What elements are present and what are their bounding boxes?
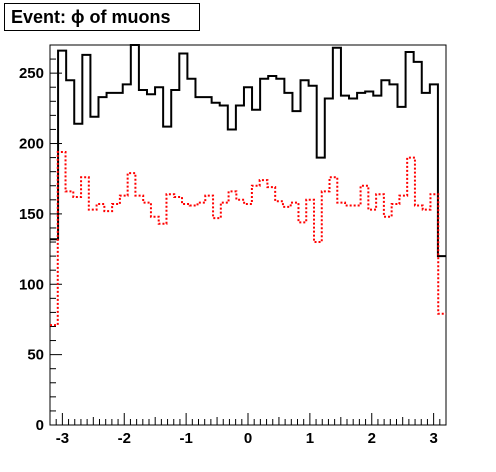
x-tick-label: -2 — [118, 430, 131, 447]
plot-frame — [49, 44, 447, 426]
series-1-histogram — [50, 150, 446, 327]
x-tick-label: -1 — [179, 430, 192, 447]
y-tick-label: 50 — [27, 347, 44, 364]
y-tick-label: 200 — [19, 136, 44, 153]
y-tick-label: 0 — [36, 417, 44, 434]
x-tick-label: 2 — [368, 430, 376, 447]
y-tick-label: 150 — [19, 206, 44, 223]
x-tick-label: 0 — [244, 430, 252, 447]
series-0-histogram — [50, 44, 446, 258]
chart-title: Event: ϕ of muons — [4, 3, 200, 31]
x-tick-label: 3 — [429, 430, 437, 447]
x-tick-label: -3 — [56, 430, 69, 447]
y-tick-label: 250 — [19, 65, 44, 82]
x-tick-label: 1 — [306, 430, 314, 447]
y-tick-label: 100 — [19, 276, 44, 293]
